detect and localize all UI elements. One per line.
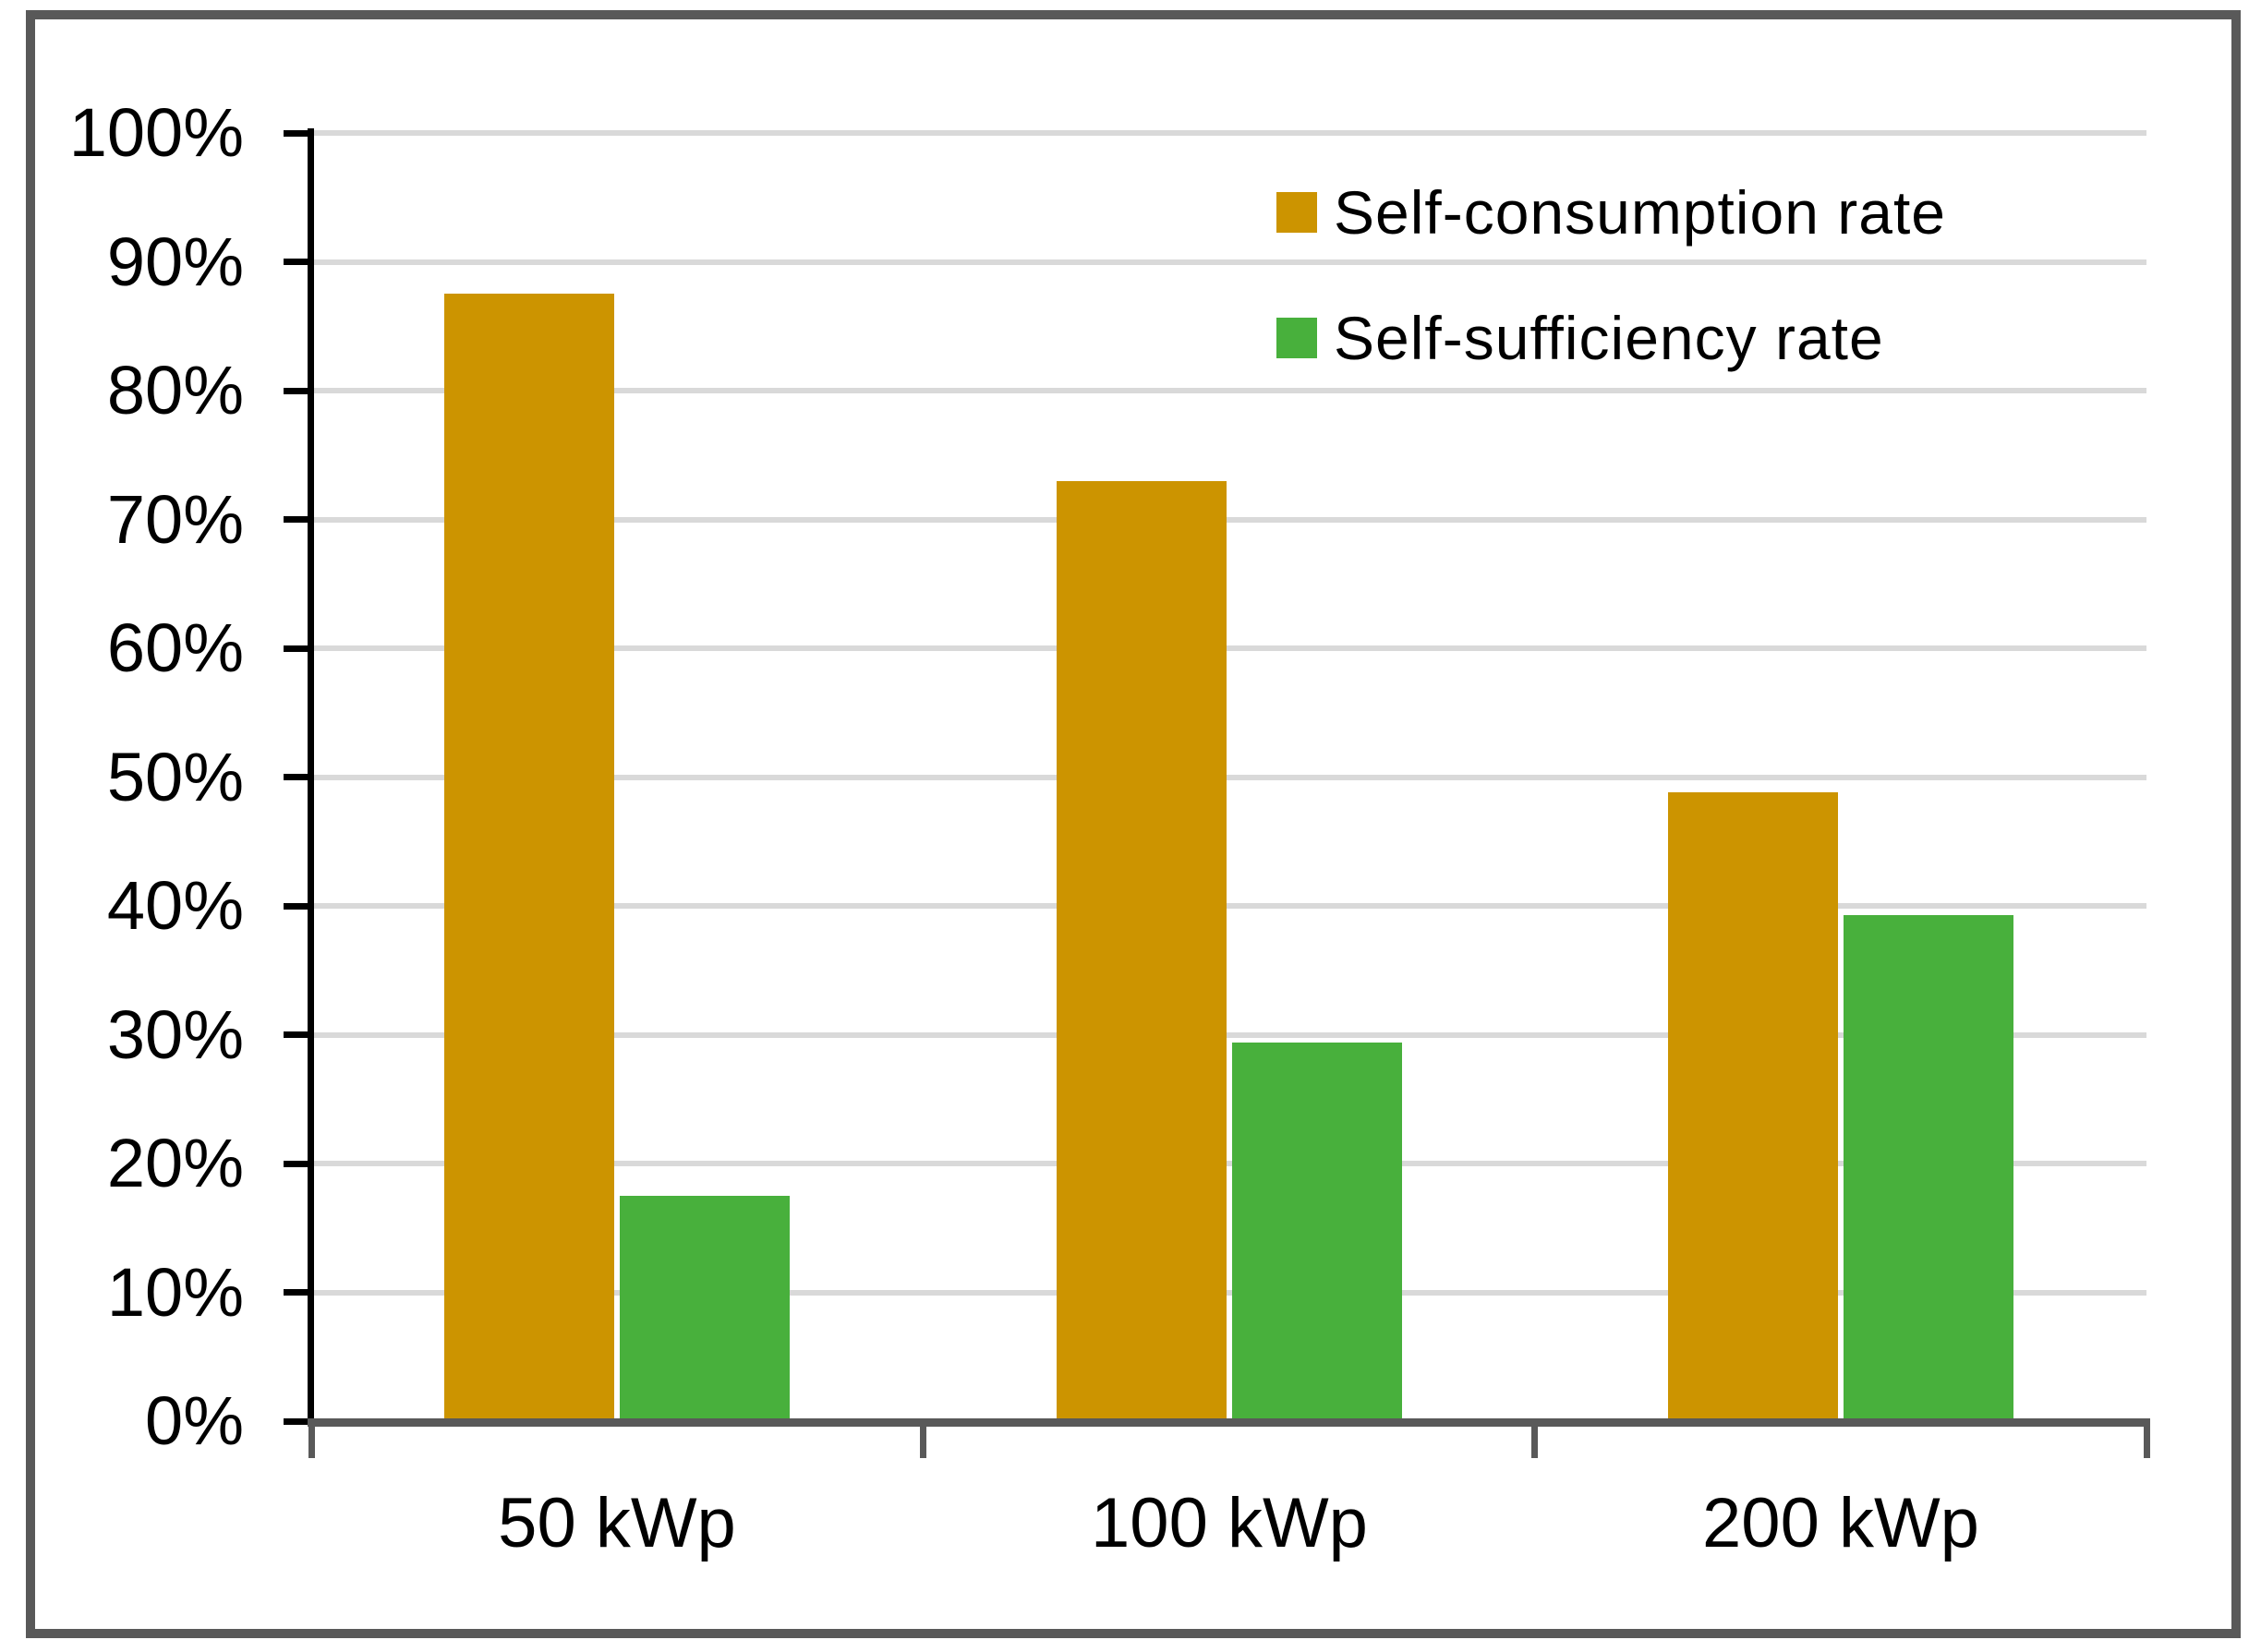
legend-swatch-self-sufficiency-icon	[1276, 318, 1317, 358]
y-axis-tick-70	[284, 516, 311, 523]
bar-self-sufficiency-rate-200-kwp	[1844, 915, 2013, 1421]
y-axis-tick-0	[284, 1418, 311, 1425]
y-axis-tick-80	[284, 388, 311, 394]
bar-self-consumption-rate-50-kwp	[444, 294, 614, 1421]
legend-swatch-self-consumption-icon	[1276, 192, 1317, 233]
bar-self-sufficiency-rate-100-kwp	[1232, 1043, 1402, 1421]
y-axis-tick-30	[284, 1031, 311, 1038]
legend-label-self-sufficiency-rate: Self-sufficiency rate	[1334, 304, 1884, 372]
legend-item-self-sufficiency-rate: Self-sufficiency rate	[1276, 296, 1884, 380]
y-axis-label-60-percent: 60%	[106, 609, 244, 686]
bar-self-consumption-rate-100-kwp	[1057, 481, 1227, 1421]
y-axis-label-90-percent: 90%	[106, 223, 244, 300]
y-axis-label-40-percent: 40%	[106, 867, 244, 944]
gridline-80-percent	[311, 388, 2146, 393]
y-axis-label-0-percent: 0%	[145, 1382, 244, 1459]
y-axis-label-70-percent: 70%	[106, 481, 244, 558]
gridline-20-percent	[311, 1161, 2146, 1166]
gridline-10-percent	[311, 1290, 2146, 1296]
bar-self-consumption-rate-200-kwp	[1668, 792, 1838, 1421]
gridline-50-percent	[311, 775, 2146, 780]
y-axis-label-50-percent: 50%	[106, 739, 244, 815]
legend-label-self-consumption-rate: Self-consumption rate	[1334, 178, 1946, 247]
x-axis-tick-1	[920, 1425, 926, 1458]
y-axis-label-80-percent: 80%	[106, 352, 244, 428]
y-axis-label-30-percent: 30%	[106, 996, 244, 1073]
y-axis-tick-20	[284, 1161, 311, 1167]
x-axis-tick-2	[1531, 1425, 1538, 1458]
x-axis-tick-0	[308, 1425, 315, 1458]
y-axis-tick-90	[284, 259, 311, 265]
y-axis-tick-10	[284, 1289, 311, 1296]
gridline-70-percent	[311, 517, 2146, 523]
gridline-100-percent	[311, 130, 2146, 136]
gridline-30-percent	[311, 1032, 2146, 1038]
y-axis-tick-60	[284, 645, 311, 652]
y-axis-tick-40	[284, 903, 311, 910]
x-axis-tick-3	[2144, 1425, 2150, 1458]
x-axis-label-200-kwp: 200 kWp	[1702, 1484, 1979, 1562]
legend-item-self-consumption-rate: Self-consumption rate	[1276, 171, 1946, 254]
gridline-90-percent	[311, 259, 2146, 265]
gridline-40-percent	[311, 903, 2146, 909]
y-axis-label-20-percent: 20%	[106, 1125, 244, 1201]
gridline-60-percent	[311, 645, 2146, 651]
y-axis-label-10-percent: 10%	[106, 1254, 244, 1331]
bar-self-sufficiency-rate-50-kwp	[620, 1196, 790, 1421]
y-axis-line	[308, 128, 314, 1426]
y-axis-tick-50	[284, 774, 311, 780]
x-axis-label-100-kwp: 100 kWp	[1091, 1484, 1368, 1562]
x-axis-line	[308, 1418, 2150, 1427]
x-axis-label-50-kwp: 50 kWp	[498, 1484, 736, 1562]
y-axis-tick-100	[284, 130, 311, 137]
y-axis-label-100-percent: 100%	[68, 94, 244, 171]
